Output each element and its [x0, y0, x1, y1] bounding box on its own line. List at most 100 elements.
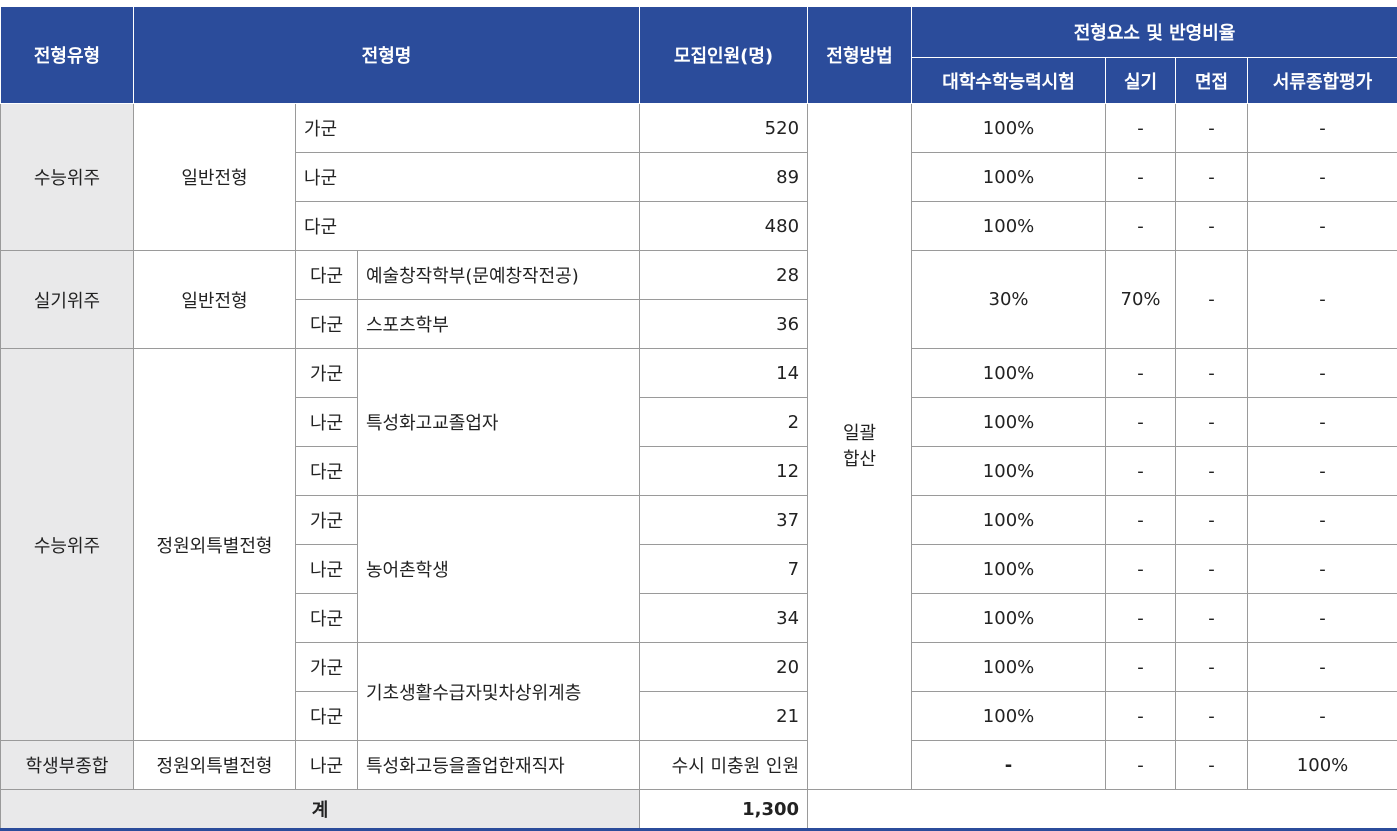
docs-cell: -	[1247, 348, 1397, 398]
type-cell: 수능위주	[0, 103, 134, 251]
table-row: 실기위주 일반전형 다군 예술창작학부(문예창작전공) 28 30% 70% -…	[0, 250, 1397, 349]
suneung-cell: -	[911, 740, 1107, 790]
gun-cell: 다군	[295, 593, 358, 643]
suneung-cell: 100%	[911, 397, 1107, 447]
count-cell: 12	[639, 446, 809, 496]
count-cell: 37	[639, 495, 809, 545]
table-row: 나군 2 100% - - -	[1, 397, 1397, 447]
count-cell: 480	[639, 201, 809, 251]
header-method: 전형방법	[807, 6, 913, 104]
gun-cell: 다군	[295, 299, 358, 349]
interview-cell: -	[1175, 544, 1249, 594]
silgi-cell: -	[1105, 544, 1177, 594]
suneung-cell: 30%	[911, 250, 1107, 349]
interview-cell: -	[1175, 446, 1249, 496]
method-line2: 합산	[842, 448, 877, 470]
interview-cell: -	[1175, 103, 1249, 153]
admission-table-wrapper: 전형유형 전형명 모집인원(명) 전형방법 전형요소 및 반영비율 대학수학능력…	[0, 6, 1397, 831]
name-cell: 정원외특별전형	[133, 348, 296, 741]
type-cell: 수능위주	[0, 348, 134, 741]
interview-cell: -	[1175, 593, 1249, 643]
total-label: 계	[0, 789, 641, 831]
count-cell: 7	[639, 544, 809, 594]
docs-cell: -	[1247, 397, 1397, 447]
docs-cell: -	[1247, 446, 1397, 496]
name-cell: 정원외특별전형	[133, 740, 296, 790]
silgi-cell: 70%	[1105, 250, 1177, 349]
interview-cell: -	[1175, 740, 1249, 790]
silgi-cell: -	[1105, 201, 1177, 251]
subname-cell: 특성화고교졸업자	[356, 348, 641, 496]
count-cell: 34	[639, 593, 809, 643]
subname-cell: 스포츠학부	[356, 299, 641, 349]
silgi-cell: -	[1105, 103, 1177, 153]
gun-cell: 나군	[295, 740, 358, 790]
docs-cell: 100%	[1247, 740, 1397, 790]
admission-table: 전형유형 전형명 모집인원(명) 전형방법 전형요소 및 반영비율 대학수학능력…	[0, 6, 1397, 831]
interview-cell: -	[1175, 397, 1249, 447]
docs-cell: -	[1247, 593, 1397, 643]
docs-cell: -	[1247, 201, 1397, 251]
gun-cell: 다군	[295, 691, 358, 741]
docs-cell: -	[1247, 544, 1397, 594]
header-count: 모집인원(명)	[639, 6, 809, 104]
count-cell: 21	[639, 691, 809, 741]
count-cell: 36	[639, 299, 809, 349]
header-interview: 면접	[1175, 57, 1249, 104]
count-cell: 2	[639, 397, 809, 447]
table-row: 다군 스포츠학부 36	[1, 299, 1397, 349]
silgi-cell: -	[1105, 446, 1177, 496]
docs-cell: -	[1247, 152, 1397, 202]
gun-cell: 나군	[294, 152, 641, 202]
count-cell: 28	[639, 250, 809, 300]
header-type: 전형유형	[0, 6, 134, 104]
header-docs: 서류종합평가	[1247, 57, 1397, 104]
gun-cell: 나군	[295, 544, 358, 594]
suneung-cell: 100%	[911, 642, 1107, 692]
docs-cell: -	[1247, 103, 1397, 153]
type-cell: 학생부종합	[0, 740, 134, 790]
gun-cell: 가군	[295, 642, 358, 692]
docs-cell: -	[1247, 495, 1397, 545]
silgi-cell: -	[1105, 152, 1177, 202]
count-cell: 20	[639, 642, 809, 692]
silgi-cell: -	[1105, 397, 1177, 447]
table-row: 가군 농어촌학생 37 100% - - -	[1, 495, 1397, 643]
table-row: 수능위주 일반전형 가군 520 일괄 합산 100% - - -	[0, 103, 1397, 790]
docs-cell: -	[1247, 691, 1397, 741]
suneung-cell: 100%	[911, 495, 1107, 545]
table-row: 학생부종합 정원외특별전형 나군 특성화고등을졸업한재직자 수시 미충원 인원 …	[0, 740, 1397, 790]
suneung-cell: 100%	[911, 544, 1107, 594]
subname-cell: 예술창작학부(문예창작전공)	[356, 250, 641, 300]
table-row: 수능위주 정원외특별전형 가군 특성화고교졸업자 14 100% - - -	[0, 348, 1397, 741]
name-cell: 일반전형	[133, 103, 296, 251]
interview-cell: -	[1175, 642, 1249, 692]
count-cell: 89	[639, 152, 809, 202]
suneung-cell: 100%	[911, 152, 1107, 202]
gun-cell: 가군	[295, 348, 358, 398]
suneung-cell: 100%	[911, 103, 1107, 153]
count-cell: 14	[639, 348, 809, 398]
interview-cell: -	[1175, 152, 1249, 202]
suneung-cell: 100%	[911, 593, 1107, 643]
gun-cell: 가군	[295, 495, 358, 545]
interview-cell: -	[1175, 691, 1249, 741]
gun-cell: 가군	[294, 103, 641, 153]
header-name: 전형명	[132, 6, 641, 104]
interview-cell: -	[1175, 348, 1249, 398]
interview-cell: -	[1175, 201, 1249, 251]
total-row: 계 1,300	[0, 789, 1397, 831]
table-row: 나군 7 100% - - -	[1, 544, 1397, 594]
subname-cell: 농어촌학생	[356, 495, 641, 643]
interview-cell: -	[1175, 250, 1249, 349]
total-value: 1,300	[639, 789, 809, 831]
count-cell: 수시 미충원 인원	[639, 740, 809, 790]
table-row: 나군 89 100% - - -	[1, 152, 1397, 202]
header-silgi: 실기	[1105, 57, 1177, 104]
suneung-cell: 100%	[911, 348, 1107, 398]
total-blank	[807, 789, 1397, 831]
suneung-cell: 100%	[911, 446, 1107, 496]
subname-cell: 특성화고등을졸업한재직자	[356, 740, 641, 790]
silgi-cell: -	[1105, 495, 1177, 545]
silgi-cell: -	[1105, 691, 1177, 741]
